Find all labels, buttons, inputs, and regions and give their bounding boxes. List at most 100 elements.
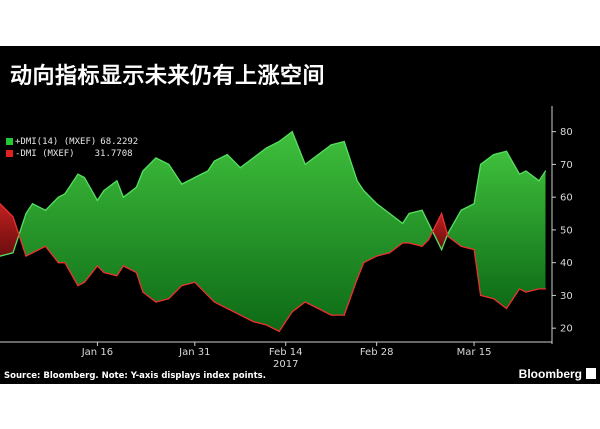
data-point-minus-dmi: [122, 265, 124, 267]
data-point-plus-dmi: [12, 252, 14, 254]
data-point-minus-dmi: [505, 307, 508, 310]
data-point-minus-dmi: [441, 212, 443, 215]
data-point-minus-dmi: [480, 294, 482, 296]
data-point-minus-dmi: [428, 239, 430, 241]
data-point-minus-dmi: [330, 314, 332, 316]
data-point-plus-dmi: [194, 176, 196, 179]
data-point-minus-dmi: [142, 291, 144, 293]
data-point-minus-dmi: [213, 301, 215, 303]
data-point-plus-dmi: [304, 163, 306, 165]
data-point-plus-dmi: [168, 163, 170, 165]
x-tick-label: Mar 15: [457, 347, 492, 358]
data-point-minus-dmi: [207, 294, 209, 296]
data-point-minus-dmi: [493, 298, 495, 300]
data-point-minus-dmi: [252, 321, 254, 323]
data-point-plus-dmi: [116, 180, 118, 182]
data-point-minus-dmi: [544, 288, 547, 290]
data-point-plus-dmi: [538, 180, 540, 182]
data-point-plus-dmi: [213, 160, 215, 162]
chart-panel: 动向指标显示未来仍有上涨空间 +DMI(14) (MXEF) 68.2292 -D…: [0, 46, 600, 384]
data-point-minus-dmi: [343, 314, 345, 316]
y-tick-label: 30: [560, 291, 573, 302]
data-point-minus-dmi: [135, 271, 137, 274]
data-point-plus-dmi: [518, 173, 521, 175]
legend-value-minus-dmi: 31.7708: [94, 149, 133, 159]
data-point-minus-dmi: [473, 249, 475, 251]
data-point-plus-dmi: [239, 167, 241, 169]
data-point-minus-dmi: [0, 203, 1, 205]
source-note: Source: Bloomberg. Note: Y-axis displays…: [4, 371, 266, 381]
data-point-minus-dmi: [389, 252, 391, 254]
data-point-plus-dmi: [376, 203, 378, 205]
data-point-minus-dmi: [291, 311, 293, 313]
data-point-plus-dmi: [421, 209, 423, 211]
series-line-minus-dmi: [0, 203, 546, 333]
data-point-minus-dmi: [31, 252, 34, 254]
data-point-minus-dmi: [363, 262, 365, 264]
data-point-plus-dmi: [31, 203, 34, 205]
chart-title: 动向指标显示未来仍有上涨空间: [10, 64, 326, 89]
data-point-plus-dmi: [480, 163, 482, 165]
data-point-plus-dmi: [544, 170, 547, 172]
data-point-plus-dmi: [356, 180, 358, 182]
x-tick-label: Jan 31: [178, 347, 210, 358]
area-plus-dominant: [18, 131, 433, 332]
chart-plot: 20 30 40 50 60 70 80 Jan 16 Jan 31 Feb 14 Feb 28 Ma…: [0, 106, 573, 370]
data-point-plus-dmi: [343, 140, 345, 143]
data-point-minus-dmi: [83, 281, 85, 283]
data-point-plus-dmi: [428, 222, 430, 224]
data-point-plus-dmi: [83, 176, 85, 179]
data-point-plus-dmi: [207, 170, 209, 172]
data-point-minus-dmi: [447, 235, 449, 238]
data-point-plus-dmi: [493, 154, 495, 156]
data-point-minus-dmi: [44, 245, 47, 247]
data-point-minus-dmi: [226, 307, 228, 310]
y-tick-label: 20: [560, 324, 573, 335]
data-point-minus-dmi: [408, 242, 410, 244]
x-year-label: 2017: [273, 359, 298, 370]
data-point-minus-dmi: [116, 275, 118, 277]
x-tick-label: Feb 28: [360, 347, 394, 358]
data-point-minus-dmi: [525, 291, 527, 293]
data-point-minus-dmi: [376, 255, 378, 257]
data-point-minus-dmi: [239, 314, 241, 316]
data-point-minus-dmi: [265, 324, 267, 326]
data-point-minus-dmi: [278, 330, 280, 332]
brand-logo-text: Bloomberg: [518, 367, 582, 381]
legend-swatch-minus-dmi: [6, 150, 13, 157]
legend-label-minus-dmi: -DMI (MXEF): [15, 149, 75, 159]
data-point-plus-dmi: [525, 170, 527, 172]
data-point-plus-dmi: [317, 154, 319, 156]
data-point-plus-dmi: [330, 144, 332, 146]
data-point-minus-dmi: [96, 265, 98, 267]
y-tick-label: 70: [560, 160, 573, 171]
data-point-plus-dmi: [122, 196, 124, 198]
data-point-plus-dmi: [44, 209, 47, 211]
area-minus-dominant: [0, 203, 19, 257]
data-point-plus-dmi: [473, 203, 475, 205]
data-point-minus-dmi: [181, 285, 183, 287]
data-point-plus-dmi: [96, 199, 98, 201]
data-point-plus-dmi: [389, 212, 391, 215]
data-point-minus-dmi: [194, 281, 196, 283]
y-tick-label: 60: [560, 193, 573, 204]
data-point-plus-dmi: [252, 157, 254, 159]
area-minus-dominant: [432, 213, 448, 250]
data-point-minus-dmi: [538, 288, 540, 290]
data-point-minus-dmi: [518, 288, 521, 290]
data-point-minus-dmi: [168, 298, 170, 300]
legend-swatch-plus-dmi: [6, 138, 13, 145]
area-plus-dominant: [447, 151, 546, 309]
data-point-plus-dmi: [505, 150, 508, 152]
data-point-plus-dmi: [363, 190, 365, 192]
legend-label-plus-dmi: +DMI(14) (MXEF): [15, 137, 97, 147]
data-point-minus-dmi: [155, 301, 157, 303]
y-tick-label: 80: [560, 127, 573, 138]
y-tick-label: 40: [560, 258, 573, 269]
data-point-plus-dmi: [57, 196, 60, 198]
data-point-plus-dmi: [226, 154, 228, 156]
legend-item-plus-dmi: +DMI(14) (MXEF) 68.2292: [6, 137, 138, 147]
data-point-plus-dmi: [135, 186, 137, 188]
data-point-minus-dmi: [25, 255, 27, 257]
data-point-plus-dmi: [265, 147, 267, 149]
